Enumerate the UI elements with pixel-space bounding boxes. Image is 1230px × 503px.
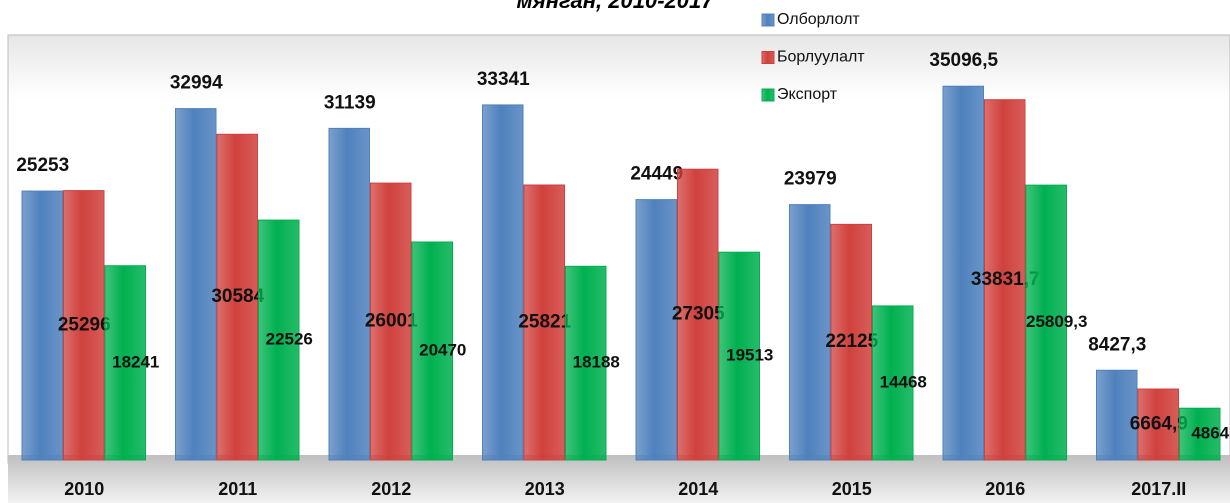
data-label: 25809,3	[1026, 312, 1087, 331]
bar	[1179, 407, 1221, 461]
bar	[328, 127, 370, 461]
bar	[216, 133, 258, 461]
bar	[104, 265, 146, 461]
x-tick-label: 2010	[64, 479, 104, 499]
legend-swatch	[761, 51, 775, 64]
legend-label: Борлуулалт	[777, 49, 865, 66]
data-label: 20470	[419, 340, 466, 359]
bar	[565, 265, 607, 461]
x-tick-label: 2012	[371, 479, 411, 499]
data-label: 24449	[630, 164, 683, 185]
x-tick-label: 2011	[218, 479, 257, 499]
data-label: 35096,5	[929, 50, 998, 71]
bar	[635, 199, 677, 461]
legend-label: Экспорт	[777, 86, 838, 103]
bar	[830, 223, 872, 461]
data-label: 32994	[170, 73, 223, 94]
legend-swatch	[761, 88, 775, 102]
x-tick-label: 2017.II	[1131, 479, 1186, 499]
bar	[984, 99, 1026, 461]
data-label: 4864	[1191, 424, 1229, 443]
bar	[21, 190, 63, 461]
bar	[1096, 369, 1138, 461]
legend-label: Олборлолт	[777, 11, 860, 28]
floor	[8, 455, 1230, 503]
data-label: 30584	[211, 286, 264, 307]
data-label: 25296	[58, 314, 111, 335]
data-label: 19513	[726, 346, 773, 365]
data-label: 33831,7	[971, 269, 1040, 290]
bar	[718, 251, 760, 461]
data-label: 18241	[112, 352, 159, 371]
x-tick-label: 2013	[525, 479, 565, 499]
data-label: 25821	[518, 312, 571, 333]
data-label: 26001	[365, 311, 418, 332]
bar	[677, 168, 719, 461]
bar	[942, 85, 984, 461]
data-label: 27305	[672, 304, 725, 325]
bar	[482, 104, 524, 461]
bar	[1025, 184, 1067, 461]
bar	[523, 184, 565, 461]
data-label: 25253	[16, 155, 69, 176]
bar	[63, 190, 105, 461]
chart-title: мянган, 2010-2017	[517, 0, 716, 13]
data-label: 22526	[266, 330, 313, 349]
data-label: 14468	[880, 372, 927, 391]
bar	[411, 241, 453, 461]
legend-swatch	[761, 13, 775, 27]
bar	[789, 204, 831, 461]
x-tick-label: 2016	[985, 479, 1025, 499]
data-label: 23979	[784, 169, 837, 190]
data-label: 22125	[825, 331, 878, 352]
x-tick-label: 2015	[832, 479, 872, 499]
bar	[872, 305, 914, 461]
x-tick-label: 2014	[678, 479, 718, 499]
data-label: 6664,9	[1130, 414, 1188, 435]
data-label: 33341	[477, 69, 530, 90]
bar	[370, 182, 412, 461]
data-label: 8427,3	[1088, 334, 1146, 355]
bar	[258, 219, 300, 461]
bar	[1137, 388, 1179, 461]
data-label: 18188	[573, 353, 620, 372]
data-label: 31139	[324, 92, 376, 113]
bar	[175, 108, 217, 461]
